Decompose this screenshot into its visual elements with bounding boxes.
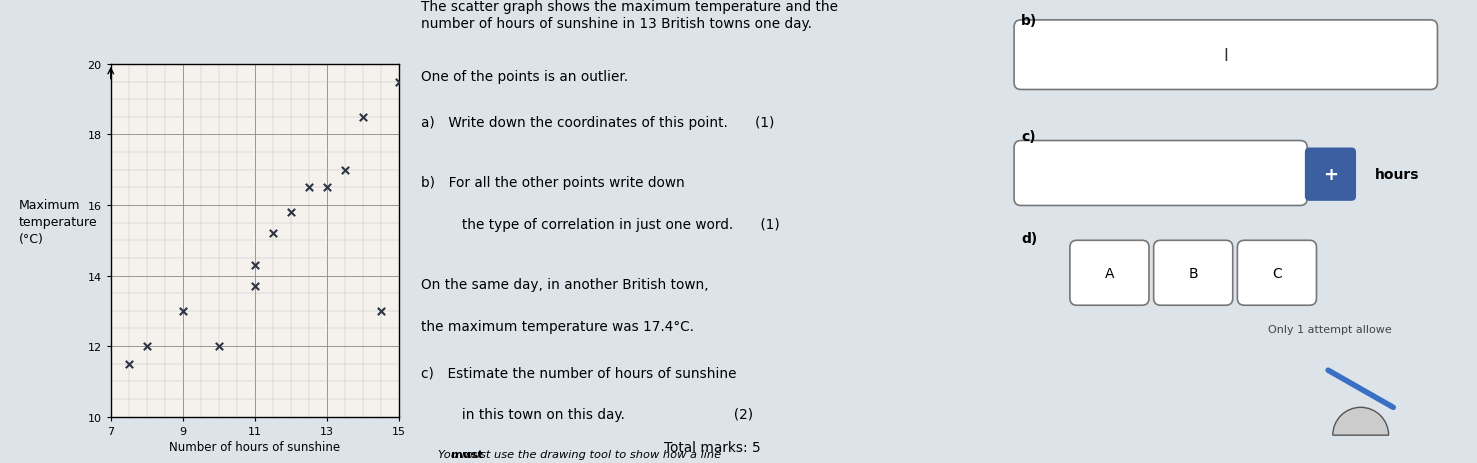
Point (297, 184, 321, 192)
Point (352, 114, 375, 121)
Text: in this town on this day.        (2): in this town on this day. (2) (421, 407, 753, 421)
FancyBboxPatch shape (1015, 21, 1437, 90)
Text: the maximum temperature was 17.4°C.: the maximum temperature was 17.4°C. (421, 319, 694, 333)
Text: the type of correlation in just one word.  (1): the type of correlation in just one word… (421, 218, 780, 232)
Text: One of the points is an outlier.: One of the points is an outlier. (421, 69, 628, 83)
Point (171, 307, 195, 315)
Point (315, 184, 338, 192)
FancyBboxPatch shape (1154, 241, 1233, 306)
Text: On the same day, in another British town,: On the same day, in another British town… (421, 278, 709, 292)
Text: d): d) (1021, 232, 1037, 245)
Text: c) Estimate the number of hours of sunshine: c) Estimate the number of hours of sunsh… (421, 366, 737, 380)
Text: hours: hours (1375, 168, 1419, 182)
Point (242, 283, 267, 290)
Text: I: I (1223, 47, 1229, 64)
X-axis label: Number of hours of sunshine: Number of hours of sunshine (170, 440, 340, 453)
Point (332, 167, 356, 174)
Text: a) Write down the coordinates of this point.  (1): a) Write down the coordinates of this po… (421, 116, 774, 130)
FancyBboxPatch shape (1238, 241, 1316, 306)
FancyBboxPatch shape (1069, 241, 1149, 306)
FancyBboxPatch shape (1304, 148, 1356, 201)
Text: c): c) (1021, 130, 1035, 144)
Point (279, 209, 303, 216)
Text: B: B (1189, 266, 1198, 280)
Text: Total marks: 5: Total marks: 5 (665, 440, 761, 454)
Text: b) For all the other points write down: b) For all the other points write down (421, 176, 685, 190)
Text: A: A (1105, 266, 1114, 280)
Point (134, 343, 158, 350)
Wedge shape (1332, 407, 1388, 435)
Point (261, 230, 285, 238)
Point (369, 307, 393, 315)
Text: You must use the drawing tool to show how a line: You must use the drawing tool to show ho… (439, 449, 722, 459)
Text: b): b) (1021, 14, 1037, 28)
Point (387, 79, 411, 86)
Point (117, 360, 140, 368)
Text: Maximum
temperature
(°C): Maximum temperature (°C) (19, 199, 97, 246)
Text: Only 1 attempt allowe: Only 1 attempt allowe (1267, 324, 1391, 334)
Text: The scatter graph shows the maximum temperature and the
number of hours of sunsh: The scatter graph shows the maximum temp… (421, 0, 837, 31)
Text: +: + (1323, 166, 1338, 184)
FancyBboxPatch shape (1015, 141, 1307, 206)
Point (207, 343, 230, 350)
Point (242, 262, 267, 269)
Text: must: must (450, 449, 483, 459)
Text: C: C (1272, 266, 1282, 280)
